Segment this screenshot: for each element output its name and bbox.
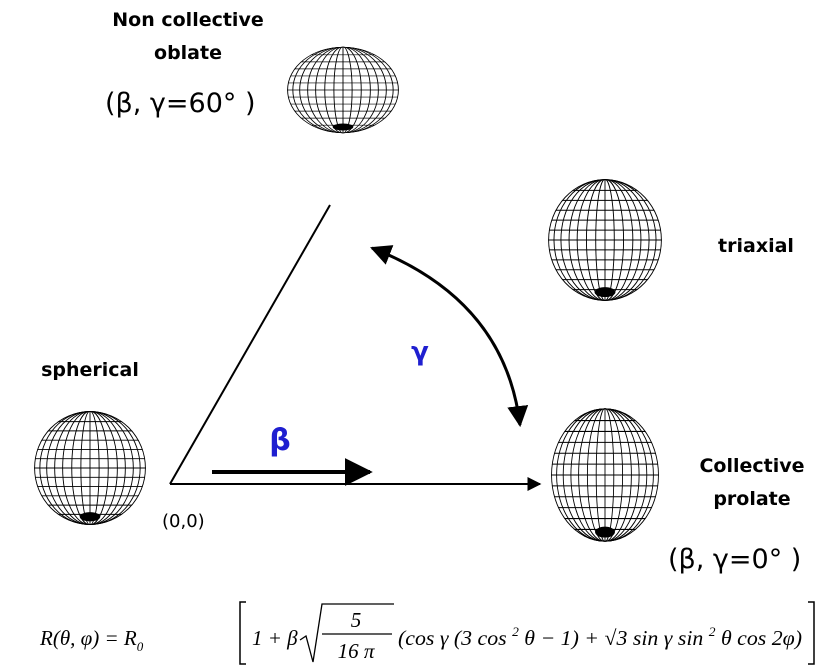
formula-sub: 0 <box>137 639 144 654</box>
prolate-label: Collective <box>699 455 804 477</box>
formula-text: 1 + β <box>252 626 298 650</box>
spherical-label: spherical <box>41 359 139 381</box>
brackets <box>239 601 815 665</box>
beta-label: β <box>269 423 290 458</box>
formula-sup: 2 <box>512 624 519 639</box>
oblate-shape <box>286 46 400 134</box>
origin-label: (0,0) <box>162 511 205 532</box>
formula-num: 5 <box>351 608 362 632</box>
triaxial-shape <box>547 178 663 302</box>
triaxial-label: triaxial <box>718 235 794 257</box>
prolate-shape <box>550 407 660 543</box>
formula-text: R(θ, φ) = R <box>39 626 137 650</box>
oblate-coords: (β, γ=60° ) <box>105 88 256 119</box>
spherical-shape <box>33 410 147 526</box>
prolate-label: prolate <box>713 488 790 510</box>
formula-text: θ cos 2φ) <box>716 626 802 650</box>
formula-lhs: R(θ, φ) = R0 <box>39 626 144 654</box>
oblate-axis <box>169 204 331 485</box>
oblate-label: Non collective <box>112 9 263 31</box>
formula-sup: 2 <box>709 624 716 639</box>
gamma-label: γ <box>411 337 429 367</box>
oblate-label: oblate <box>154 42 222 64</box>
formula-text: (cos γ (3 cos <box>398 626 512 650</box>
sqrt <box>299 603 394 663</box>
formula-rhs: (cos γ (3 cos 2 θ − 1) + √3 sin γ sin 2 … <box>398 624 802 650</box>
formula-den: 16 π <box>338 639 375 663</box>
gamma-arrow <box>370 245 529 428</box>
prolate-coords: (β, γ=0° ) <box>668 544 801 575</box>
formula-text: θ − 1) + √3 sin γ sin <box>519 626 709 650</box>
